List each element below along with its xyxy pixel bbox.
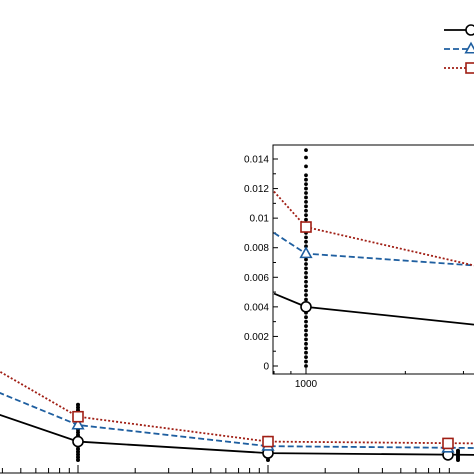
- inset-scatter-point: [304, 257, 308, 262]
- inset-scatter-point: [304, 173, 308, 178]
- inset-scatter-point: [304, 341, 308, 346]
- inset-scatter-point: [304, 208, 308, 213]
- inset-scatter-point: [304, 191, 308, 195]
- inset-scatter-point: [304, 182, 308, 187]
- scatter-point: [76, 446, 80, 451]
- inset-y-tick-label: 0.002: [244, 332, 269, 343]
- series-marker: [442, 437, 454, 450]
- inset-scatter-point: [304, 213, 308, 218]
- inset-scatter-point: [304, 315, 308, 320]
- inset-scatter-point: [304, 199, 308, 204]
- inset-scatter-point: [304, 164, 308, 169]
- series-line: [0, 392, 474, 449]
- inset-scatter-point: [304, 155, 308, 160]
- inset-scatter-point: [304, 262, 308, 266]
- scatter-point: [76, 402, 80, 407]
- series-marker: [72, 435, 84, 448]
- scatter-point: [266, 458, 270, 462]
- inset-y-tick-label: 0.014: [244, 155, 269, 166]
- inset-series-marker: [299, 246, 313, 259]
- inset-scatter-point: [304, 186, 308, 191]
- inset-scatter-point: [304, 364, 308, 368]
- legend-marker: [465, 62, 474, 74]
- legend-marker: [465, 24, 474, 36]
- series-marker: [262, 435, 274, 448]
- inset-scatter-point: [304, 284, 308, 289]
- inset-scatter-point: [304, 195, 308, 200]
- main-plot: [0, 370, 474, 474]
- inset-scatter-point: [304, 217, 308, 222]
- inset-scatter-point: [304, 355, 308, 360]
- inset-scatter-point: [304, 359, 308, 364]
- scatter-point: [76, 452, 80, 457]
- series-line: [0, 413, 474, 456]
- scatter-point: [76, 430, 80, 435]
- legend: [444, 24, 474, 74]
- series-line: [0, 370, 474, 445]
- inset-scatter-point: [304, 328, 308, 333]
- inset-scatter-point: [304, 337, 308, 342]
- inset-scatter-point: [304, 350, 308, 355]
- scatter-point: [76, 455, 80, 460]
- scatter-point: [76, 405, 80, 410]
- legend-marker: [464, 41, 474, 54]
- scatter-point: [76, 449, 80, 454]
- scatter-point: [456, 448, 460, 453]
- inset-scatter-point: [304, 279, 308, 284]
- inset-scatter-point: [304, 297, 308, 302]
- inset-plot: 0 0.002 0.004 0.006 0.008 0.01 0.012 0.014 1000: [244, 144, 474, 390]
- inset-y-tick-label: 0.012: [244, 184, 269, 195]
- inset-scatter-point: [304, 324, 308, 328]
- inset-series-marker: [300, 221, 312, 233]
- inset-series-marker: [300, 301, 312, 313]
- inset-scatter-point: [304, 270, 308, 275]
- inset-scatter-point: [304, 177, 308, 182]
- inset-scatter-point: [304, 288, 308, 293]
- series-marker: [72, 410, 84, 423]
- inset-y-tick-label: 0.006: [244, 273, 269, 284]
- scatter-point: [76, 458, 80, 462]
- inset-frame: [272, 144, 474, 375]
- inset-y-tick-label: 0.004: [244, 302, 269, 313]
- inset-scatter-point: [304, 204, 308, 209]
- inset-scatter-point: [304, 346, 308, 351]
- inset-scatter-point: [304, 319, 308, 324]
- inset-y-tick-label: 0: [263, 362, 269, 373]
- inset-scatter-point: [304, 239, 308, 244]
- inset-scatter-point: [304, 293, 308, 297]
- inset-y-tick-label: 0.01: [250, 214, 270, 225]
- inset-scatter-point: [304, 266, 308, 271]
- inset-scatter-point: [304, 148, 308, 153]
- inset-scatter-point: [304, 235, 308, 240]
- inset-scatter-point: [304, 333, 308, 337]
- inset-scatter-point: [304, 275, 308, 280]
- inset-x-tick-label: 1000: [295, 379, 318, 390]
- inset-y-tick-label: 0.008: [244, 243, 269, 254]
- series-marker: [71, 417, 85, 430]
